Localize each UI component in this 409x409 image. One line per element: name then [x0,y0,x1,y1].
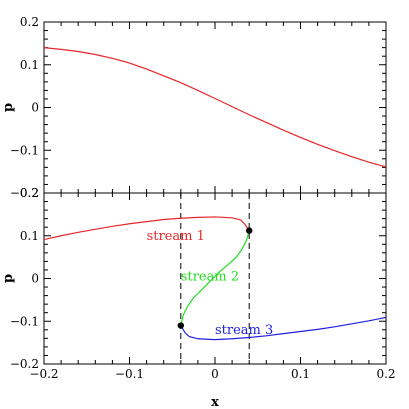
x-tick-label: 0 [211,367,219,381]
y-axis-label: p [1,103,16,112]
y-tick-label: −0.1 [10,143,39,157]
y-tick-label: −0.1 [10,314,39,328]
x-tick-label: −0.2 [29,367,58,381]
point-marker [246,227,253,234]
y-tick-label: 0 [31,101,39,115]
y-tick-label: 0.1 [20,229,39,243]
series-line-3 [180,316,386,341]
x-tick-label: 0.1 [291,367,310,381]
y-tick-label: 0.1 [20,58,39,72]
series-line-1 [44,216,250,241]
y-tick-label: −0.2 [10,186,39,200]
series-label-2: stream 2 [181,269,239,284]
series-label-1: stream 1 [147,229,205,244]
point-marker [177,322,184,329]
y-axis-label: p [1,274,16,283]
series-label-3: stream 3 [215,323,273,338]
y-tick-label: −0.2 [10,357,39,371]
series-line-1 [44,47,386,168]
series-line-2 [180,230,250,326]
y-tick-label: 0.2 [20,15,39,29]
x-tick-label: −0.1 [115,367,144,381]
top-panel: 0.2 0.1 0 −0.1 −0.2 p [1,15,387,200]
plot-frame [43,21,387,194]
y-tick-label: 0.2 [20,186,39,200]
x-axis-label: x [211,395,219,409]
y-tick-label: 0 [31,272,39,286]
x-tick-label: 0.2 [376,367,395,381]
